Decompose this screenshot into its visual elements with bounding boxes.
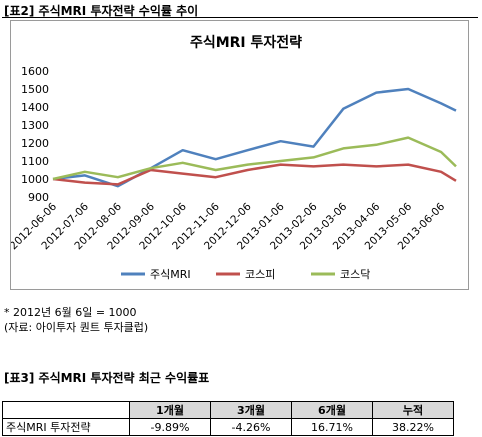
source-note: (자료: 아이투자 퀀트 투자클럽) xyxy=(4,321,149,334)
returns-table-wrapper: 1개월 3개월 6개월 누적 주식MRI 투자전략 -9.89% -4.26% … xyxy=(2,401,454,436)
base-note: * 2012년 6월 6일 = 1000 xyxy=(4,306,137,319)
cell-3m: -4.26% xyxy=(210,418,292,436)
series-line-kosdaq xyxy=(52,136,457,181)
cell-cumulative: 38.22% xyxy=(372,418,454,436)
y-tick-label: 1200 xyxy=(21,137,49,150)
y-axis: 900 1000 1100 1200 1300 1400 1500 1600 xyxy=(21,65,49,204)
header-cumulative: 누적 xyxy=(372,401,454,419)
returns-table: 1개월 3개월 6개월 누적 주식MRI 투자전략 -9.89% -4.26% … xyxy=(2,401,454,436)
table-caption: [표3] 주식MRI 투자전략 최근 수익률표 xyxy=(4,371,210,385)
caption-divider xyxy=(2,17,478,18)
y-tick-label: 1500 xyxy=(21,83,49,96)
y-tick-label: 1600 xyxy=(21,65,49,78)
series-lines xyxy=(52,87,457,188)
y-tick-label: 1100 xyxy=(21,155,49,168)
y-tick-label: 1300 xyxy=(21,119,49,132)
line-chart: 주식MRI 투자전략 900 1000 1100 1200 1300 1400 1500 16… xyxy=(11,34,457,281)
legend-label-mri: 주식MRI xyxy=(150,268,191,281)
chart-caption: [표2] 주식MRI 투자전략 수익률 추이 xyxy=(4,4,199,18)
x-axis: 2012-06-062012-07-062012-08-062012-09-06… xyxy=(11,200,447,252)
y-tick-label: 1400 xyxy=(21,101,49,114)
header-6m: 6개월 xyxy=(291,401,373,419)
chart-panel: 주식MRI 투자전략 900 1000 1100 1200 1300 1400 1500 16… xyxy=(10,20,469,290)
series-line-mri xyxy=(52,87,457,188)
y-tick-label: 900 xyxy=(28,191,49,204)
header-3m: 3개월 xyxy=(210,401,292,419)
header-1m: 1개월 xyxy=(129,401,211,419)
table-header-row: 1개월 3개월 6개월 누적 xyxy=(2,401,454,419)
y-tick-label: 1000 xyxy=(21,173,49,186)
cell-6m: 16.71% xyxy=(291,418,373,436)
series-line-kospi xyxy=(52,163,457,186)
legend: 주식MRI 코스피 코스닥 xyxy=(121,268,370,281)
cell-1m: -9.89% xyxy=(129,418,211,436)
row-label: 주식MRI 투자전략 xyxy=(2,418,130,436)
chart-title: 주식MRI 투자전략 xyxy=(190,34,302,51)
header-blank xyxy=(2,401,130,419)
table-row: 주식MRI 투자전략 -9.89% -4.26% 16.71% 38.22% xyxy=(2,418,454,436)
legend-label-kosdaq: 코스닥 xyxy=(340,268,370,281)
legend-label-kospi: 코스피 xyxy=(245,268,275,281)
